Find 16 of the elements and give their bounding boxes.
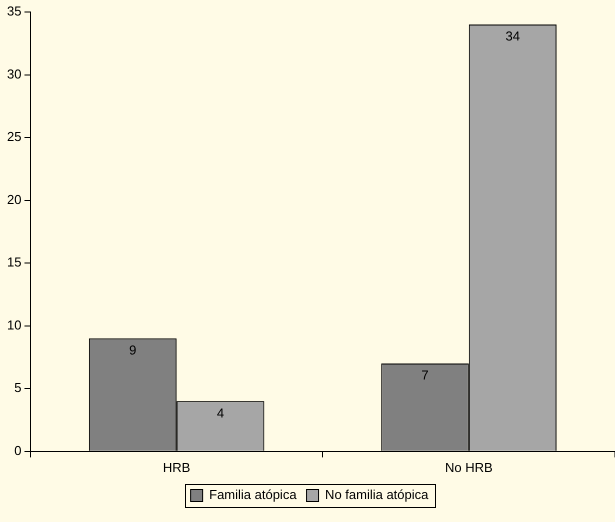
y-tick-label: 35: [6, 4, 22, 19]
y-tick-label: 25: [6, 129, 22, 144]
data-label: 7: [421, 368, 429, 383]
y-tick-label: 10: [6, 317, 22, 332]
y-tick-label: 30: [6, 66, 22, 82]
data-label: 34: [505, 28, 520, 44]
data-label: 4: [216, 405, 224, 420]
legend-label: No familia atópica: [325, 487, 430, 502]
x-tick-label: No HRB: [445, 460, 493, 475]
legend-label: Familia atópica: [209, 487, 298, 502]
y-tick-label: 5: [14, 380, 22, 396]
y-tick-label: 15: [6, 254, 22, 270]
x-tick-label: HRB: [162, 460, 190, 475]
y-tick-label: 20: [6, 192, 22, 207]
y-tick-label: 0: [14, 442, 22, 458]
data-label: 9: [129, 342, 136, 358]
